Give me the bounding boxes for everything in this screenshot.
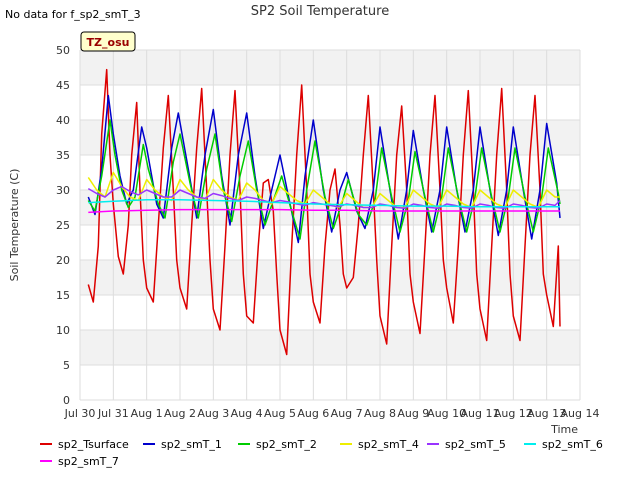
y-tick-label: 45 [56,79,70,92]
x-tick-label: Aug 5 [264,407,296,420]
y-tick-label: 5 [63,359,70,372]
y-tick-label: 40 [56,114,70,127]
x-tick-label: Aug 14 [561,407,600,420]
x-tick-label: Aug 6 [297,407,329,420]
y-tick-label: 0 [63,394,70,407]
x-tick-label: Aug 1 [131,407,163,420]
y-tick-label: 35 [56,149,70,162]
grid-band [80,260,580,295]
x-tick-label: Aug 11 [461,407,500,420]
x-tick-label: Aug 10 [427,407,466,420]
grid-band [80,330,580,365]
x-tick-label: Jul 31 [97,407,129,420]
tz-badge-label: TZ_osu [87,36,130,49]
y-tick-label: 15 [56,289,70,302]
series-lines [87,68,561,356]
x-tick-label: Aug 12 [494,407,533,420]
legend-label-sp2_smT_5: sp2_smT_5 [445,438,506,451]
x-tick-label: Aug 4 [231,407,263,420]
y-tick-label: 25 [56,219,70,232]
x-tick-label: Jul 30 [64,407,96,420]
series-line-sp2_smT_4 [87,171,560,209]
legend-label-sp2_smT_1: sp2_smT_1 [161,438,222,451]
legend-label-sp2_smT_4: sp2_smT_4 [358,438,419,451]
legend-label-sp2_smT_7: sp2_smT_7 [58,455,119,468]
x-tick-label: Aug 3 [197,407,229,420]
series-line-sp2_smT_2 [87,119,561,240]
y-axis-ticks: 0 5 10 15 20 25 30 35 40 45 50 [56,44,70,407]
series-line-sp2_smT_7 [88,208,560,214]
x-tick-label: Aug 9 [397,407,429,420]
legend-label-sp2_Tsurface: sp2_Tsurface [58,438,129,451]
x-tick-label: Aug 8 [364,407,396,420]
x-tick-label: Aug 13 [527,407,566,420]
x-tick-label: Aug 7 [331,407,363,420]
y-tick-label: 50 [56,44,70,57]
chart-title: SP2 Soil Temperature [251,4,389,19]
series-line-sp2_Tsurface [87,68,561,356]
legend: sp2_Tsurface sp2_smT_1 sp2_smT_2 sp2_smT_4 s… [40,438,603,468]
y-tick-label: 30 [56,184,70,197]
no-data-note: No data for f_sp2_smT_3 [5,8,141,21]
y-axis-label: Soil Temperature (C) [8,169,21,282]
legend-label-sp2_smT_6: sp2_smT_6 [542,438,603,451]
x-tick-label: Aug 2 [164,407,196,420]
grid-band [80,50,580,85]
tz-badge: TZ_osu [80,31,136,52]
x-axis-ticks: Jul 30 Jul 31 Aug 1 Aug 2 Aug 3 Aug 4 Aug 5 Aug… [64,407,600,420]
x-axis-label: Time [550,423,578,436]
series-line-sp2_smT_6 [88,199,560,208]
y-tick-label: 20 [56,254,70,267]
y-tick-label: 10 [56,324,70,337]
legend-label-sp2_smT_2: sp2_smT_2 [256,438,317,451]
